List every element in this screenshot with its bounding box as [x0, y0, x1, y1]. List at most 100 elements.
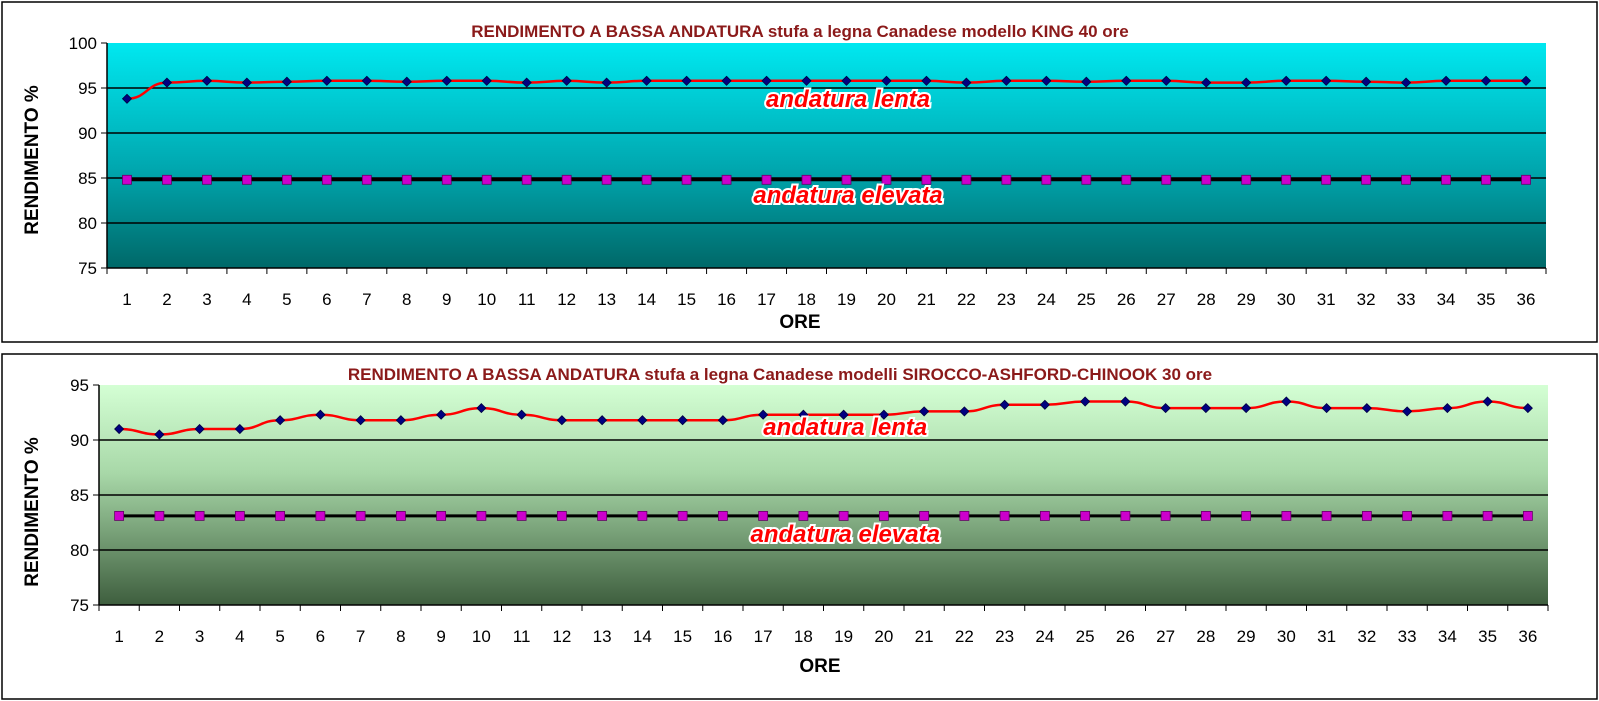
x-tick-label: 33	[1398, 627, 1417, 646]
x-tick-label: 5	[282, 290, 291, 309]
data-point	[241, 77, 252, 88]
data-point	[961, 174, 972, 185]
data-point	[436, 409, 447, 420]
data-point	[761, 75, 772, 86]
x-tick-label: 19	[834, 627, 853, 646]
data-point	[798, 510, 809, 521]
data-point	[194, 510, 205, 521]
data-point	[1361, 403, 1372, 414]
data-point	[361, 174, 372, 185]
data-point	[1241, 77, 1252, 88]
data-point	[441, 75, 452, 86]
data-point	[1041, 174, 1052, 185]
data-point	[1160, 403, 1171, 414]
data-point	[1442, 403, 1453, 414]
data-point	[516, 510, 527, 521]
data-point	[881, 75, 892, 86]
x-tick-label: 6	[322, 290, 331, 309]
data-point	[114, 510, 125, 521]
data-point	[641, 75, 652, 86]
x-tick-label: 3	[195, 627, 204, 646]
data-point	[1441, 174, 1451, 185]
data-point	[881, 174, 892, 185]
data-point	[1121, 174, 1132, 185]
x-tick-label: 24	[1037, 290, 1056, 309]
data-point	[1482, 396, 1493, 407]
x-tick-label: 31	[1317, 290, 1336, 309]
data-point	[395, 510, 406, 521]
y-tick-label: 90	[78, 124, 97, 143]
data-point	[162, 174, 172, 185]
x-tick-label: 28	[1197, 290, 1216, 309]
chart-1-xlabel: ORE	[779, 312, 820, 333]
data-point	[637, 510, 648, 521]
x-tick-label: 36	[1518, 627, 1537, 646]
data-point	[959, 406, 970, 417]
data-point	[315, 510, 326, 521]
x-tick-label: 30	[1277, 290, 1296, 309]
x-tick-label: 8	[402, 290, 411, 309]
data-point	[321, 174, 332, 185]
plot-area	[107, 43, 1546, 268]
data-point	[1361, 510, 1372, 521]
data-point	[1401, 174, 1411, 185]
data-point	[637, 415, 648, 426]
data-point	[1039, 510, 1050, 521]
x-tick-label: 30	[1277, 627, 1296, 646]
y-tick-label: 80	[70, 541, 89, 560]
x-tick-label: 16	[717, 290, 736, 309]
x-tick-label: 11	[513, 627, 531, 646]
data-point	[721, 174, 732, 185]
data-point	[355, 415, 366, 426]
data-point	[1001, 75, 1012, 86]
data-point	[1520, 75, 1532, 86]
data-point	[516, 409, 527, 420]
y-tick-label: 85	[70, 486, 89, 505]
data-point	[597, 415, 608, 426]
x-tick-label: 16	[713, 627, 732, 646]
data-point	[641, 174, 652, 185]
data-point	[242, 174, 252, 185]
x-tick-label: 12	[557, 290, 576, 309]
data-point	[1361, 76, 1372, 87]
data-point	[1160, 510, 1171, 521]
data-point	[1241, 403, 1252, 414]
x-tick-label: 14	[633, 627, 652, 646]
data-point	[721, 75, 732, 86]
y-tick-label: 85	[78, 169, 97, 188]
y-tick-label: 100	[69, 34, 97, 53]
x-tick-label: 18	[794, 627, 813, 646]
data-point	[401, 76, 412, 87]
data-point	[1041, 75, 1052, 86]
data-point	[601, 77, 612, 88]
x-tick-label: 14	[637, 290, 656, 309]
data-point	[1480, 75, 1492, 86]
data-point	[1241, 510, 1252, 521]
data-point	[841, 174, 852, 185]
x-tick-label: 32	[1357, 627, 1376, 646]
x-tick-label: 36	[1517, 290, 1536, 309]
y-tick-label: 95	[78, 79, 97, 98]
x-tick-label: 5	[275, 627, 284, 646]
data-point	[959, 510, 970, 521]
y-tick-label: 75	[78, 259, 97, 278]
data-point	[275, 510, 286, 521]
data-point	[161, 77, 173, 88]
data-point	[1401, 77, 1412, 88]
data-point	[601, 174, 612, 185]
data-point	[921, 75, 932, 86]
data-point	[234, 423, 245, 435]
data-point	[798, 409, 809, 420]
data-point	[758, 409, 769, 420]
data-point	[681, 75, 692, 86]
series-label-elevata: andatura elevata	[751, 521, 940, 548]
data-point	[556, 510, 567, 521]
data-point	[801, 174, 812, 185]
chart-1-ylabel: RENDIMENTO %	[22, 85, 43, 235]
x-tick-label: 29	[1237, 627, 1256, 646]
x-tick-label: 21	[915, 627, 934, 646]
data-point	[1120, 396, 1131, 407]
data-point	[1521, 174, 1531, 185]
